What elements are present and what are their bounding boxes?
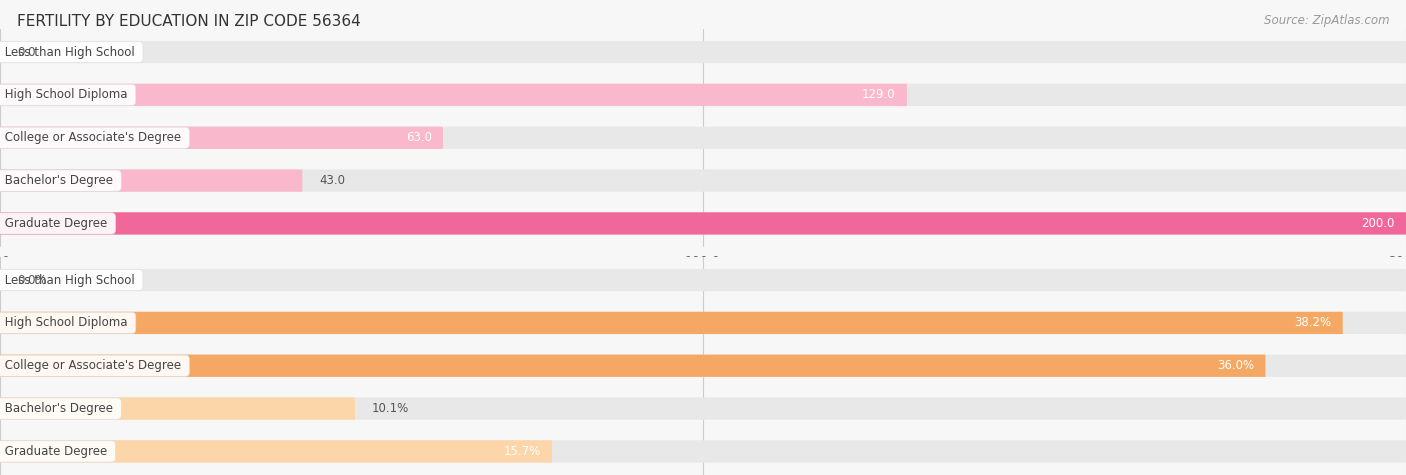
- Text: Source: ZipAtlas.com: Source: ZipAtlas.com: [1264, 14, 1389, 27]
- Text: College or Associate's Degree: College or Associate's Degree: [1, 359, 186, 372]
- FancyBboxPatch shape: [0, 312, 1343, 334]
- Text: Bachelor's Degree: Bachelor's Degree: [1, 402, 117, 415]
- FancyBboxPatch shape: [0, 440, 1406, 463]
- FancyBboxPatch shape: [0, 127, 1406, 149]
- Text: High School Diploma: High School Diploma: [1, 316, 132, 329]
- Text: 10.1%: 10.1%: [371, 402, 409, 415]
- Text: Graduate Degree: Graduate Degree: [1, 217, 111, 230]
- Text: Graduate Degree: Graduate Degree: [1, 445, 111, 458]
- FancyBboxPatch shape: [0, 170, 1406, 192]
- Text: Less than High School: Less than High School: [1, 46, 139, 58]
- Text: 63.0: 63.0: [406, 131, 432, 144]
- Text: College or Associate's Degree: College or Associate's Degree: [1, 131, 186, 144]
- Text: 43.0: 43.0: [319, 174, 344, 187]
- Text: FERTILITY BY EDUCATION IN ZIP CODE 56364: FERTILITY BY EDUCATION IN ZIP CODE 56364: [17, 14, 360, 29]
- FancyBboxPatch shape: [0, 212, 1406, 235]
- FancyBboxPatch shape: [0, 398, 1406, 420]
- FancyBboxPatch shape: [0, 84, 1406, 106]
- Text: 15.7%: 15.7%: [503, 445, 540, 458]
- Text: High School Diploma: High School Diploma: [1, 88, 132, 101]
- FancyBboxPatch shape: [0, 355, 1265, 377]
- FancyBboxPatch shape: [0, 398, 354, 420]
- FancyBboxPatch shape: [0, 170, 302, 192]
- FancyBboxPatch shape: [0, 269, 1406, 291]
- Text: 129.0: 129.0: [862, 88, 896, 101]
- Text: Bachelor's Degree: Bachelor's Degree: [1, 174, 117, 187]
- Text: Less than High School: Less than High School: [1, 274, 139, 286]
- Text: 0.0%: 0.0%: [17, 274, 46, 286]
- FancyBboxPatch shape: [0, 440, 551, 463]
- FancyBboxPatch shape: [0, 127, 443, 149]
- FancyBboxPatch shape: [0, 355, 1406, 377]
- FancyBboxPatch shape: [0, 312, 1406, 334]
- FancyBboxPatch shape: [0, 212, 1406, 235]
- FancyBboxPatch shape: [0, 84, 907, 106]
- Text: 0.0: 0.0: [17, 46, 35, 58]
- FancyBboxPatch shape: [0, 41, 1406, 63]
- Text: 36.0%: 36.0%: [1218, 359, 1254, 372]
- Text: 200.0: 200.0: [1361, 217, 1395, 230]
- Text: 38.2%: 38.2%: [1295, 316, 1331, 329]
